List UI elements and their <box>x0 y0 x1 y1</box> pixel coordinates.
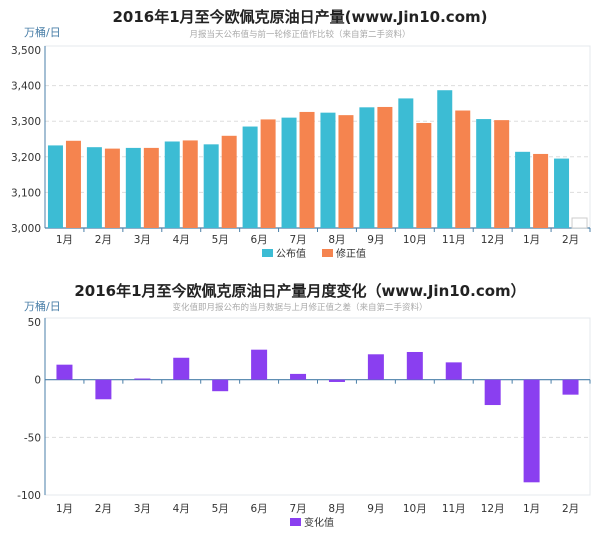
x-tick-label: 10月 <box>403 234 427 246</box>
bar-revised <box>494 120 510 228</box>
x-tick-label: 11月 <box>442 503 466 515</box>
bar-change <box>445 362 462 380</box>
bar-revised <box>104 148 120 228</box>
y-tick-label: -50 <box>24 432 41 444</box>
chart-title: 2016年1月至今欧佩克原油日产量月度变化（www.Jin10.com） <box>74 282 525 300</box>
bar-revised <box>416 122 432 228</box>
bar-published <box>515 151 531 228</box>
bar-revised <box>377 106 393 228</box>
legend-swatch <box>262 249 273 257</box>
x-tick-label: 5月 <box>212 234 229 246</box>
chart-subtitle: 变化值即月报公布的当月数据与上月修正值之差（来自第二手资料） <box>172 302 427 313</box>
bar-published <box>320 112 336 228</box>
x-tick-label: 2月 <box>562 234 579 246</box>
bar-revised <box>221 135 237 228</box>
bar-change <box>173 357 190 380</box>
bar-revised <box>260 119 276 228</box>
legend-swatch <box>322 249 333 257</box>
bar-revised <box>65 140 81 228</box>
bar-revised <box>455 110 471 228</box>
bar-published <box>398 98 414 228</box>
x-tick-label: 6月 <box>251 234 268 246</box>
x-tick-label: 2月 <box>95 503 112 515</box>
bar-published <box>437 90 453 228</box>
bar-change <box>134 378 151 380</box>
x-tick-label: 1月 <box>56 234 73 246</box>
x-tick-label: 7月 <box>289 234 306 246</box>
bar-change <box>484 379 501 406</box>
bar-change <box>251 349 268 380</box>
chart-subtitle: 月报当天公布值与前一轮修正值作比较（来自第二手资料） <box>189 29 410 40</box>
bar-revised <box>338 115 354 228</box>
x-tick-label: 1月 <box>523 234 540 246</box>
y-tick-label: 3,300 <box>11 116 41 128</box>
x-tick-label: 4月 <box>173 503 190 515</box>
y-tick-label: 3,100 <box>11 187 41 199</box>
bar-change <box>290 373 307 380</box>
bar-published <box>47 145 63 228</box>
x-tick-label: 9月 <box>367 503 384 515</box>
bar-published <box>554 158 570 228</box>
legend-label: 变化值 <box>304 516 334 529</box>
x-tick-label: 12月 <box>481 234 505 246</box>
y-tick-label: 3,500 <box>11 45 41 57</box>
bar-change <box>212 379 229 392</box>
x-tick-label: 3月 <box>134 234 151 246</box>
bar-published <box>164 141 180 228</box>
bar-published <box>281 117 297 228</box>
y-tick-label: 3,000 <box>11 223 41 235</box>
x-tick-label: 4月 <box>173 234 190 246</box>
x-tick-label: 2月 <box>562 503 579 515</box>
bar-published <box>203 144 219 228</box>
x-tick-label: 2月 <box>95 234 112 246</box>
bar-change <box>523 379 540 483</box>
x-tick-label: 3月 <box>134 503 151 515</box>
x-tick-label: 11月 <box>442 234 466 246</box>
y-tick-label: -100 <box>17 490 41 502</box>
x-tick-label: 5月 <box>212 503 229 515</box>
legend-label: 公布值 <box>276 247 306 260</box>
bar-change <box>328 379 345 382</box>
x-tick-label: 12月 <box>481 503 505 515</box>
x-tick-label: 7月 <box>289 503 306 515</box>
bar-placeholder <box>571 217 588 229</box>
bar-published <box>242 126 258 228</box>
y-tick-label: 3,200 <box>11 152 41 164</box>
y-tick-label: 3,400 <box>11 81 41 93</box>
bar-published <box>359 107 375 228</box>
y-tick-label: 50 <box>28 317 41 329</box>
bar-change <box>95 379 112 400</box>
bar-change <box>406 351 423 380</box>
y-axis-unit: 万桶/日 <box>24 25 61 39</box>
x-tick-label: 9月 <box>367 234 384 246</box>
x-tick-label: 8月 <box>328 234 345 246</box>
bar-published <box>476 119 492 228</box>
legend-label: 修正值 <box>336 247 366 260</box>
x-tick-label: 8月 <box>328 503 345 515</box>
x-tick-label: 6月 <box>251 503 268 515</box>
bar-change <box>56 364 73 380</box>
bar-revised <box>182 140 198 228</box>
x-tick-label: 1月 <box>56 503 73 515</box>
y-axis-unit: 万桶/日 <box>24 299 61 313</box>
x-tick-label: 1月 <box>523 503 540 515</box>
bar-revised <box>533 153 549 228</box>
bar-change <box>367 354 384 380</box>
x-tick-label: 10月 <box>403 503 427 515</box>
plot-area <box>44 317 591 496</box>
bar-revised <box>299 111 315 228</box>
bar-change <box>562 379 579 395</box>
chart-title: 2016年1月至今欧佩克原油日产量(www.Jin10.com) <box>112 8 487 26</box>
y-tick-label: 0 <box>34 375 41 387</box>
bar-published <box>86 147 102 228</box>
bar-revised <box>143 147 159 228</box>
bar-published <box>125 147 141 228</box>
legend-swatch <box>290 518 301 526</box>
